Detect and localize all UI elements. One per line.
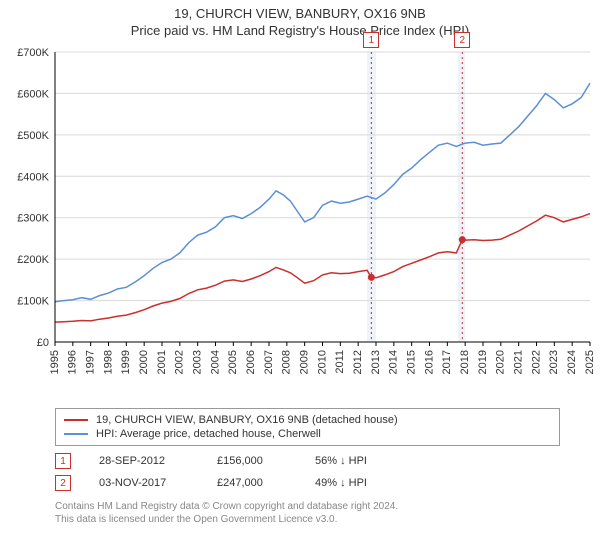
x-tick-label: 2023 [548,350,560,374]
x-tick-label: 2024 [566,350,578,374]
x-tick-label: 2003 [192,350,204,374]
x-tick-label: 2013 [370,350,382,374]
sales-date: 03-NOV-2017 [99,477,189,489]
x-tick-label: 2018 [459,350,471,374]
sale-marker-dot [459,236,466,243]
sales-pct: 56% ↓ HPI [315,455,405,467]
x-tick-label: 2020 [495,350,507,374]
sales-row-badge: 2 [55,475,71,491]
x-tick-label: 2015 [406,350,418,374]
x-tick-label: 2021 [513,350,525,374]
chart-area: £0 £100K £200K £300K £400K £500K £600K £700K 199… [0,42,600,402]
chart-svg: £0 £100K £200K £300K £400K £500K £600K £700K 199… [0,42,600,402]
x-tick-label: 1996 [67,350,79,374]
sales-pct: 49% ↓ HPI [315,477,405,489]
x-tick-label: 1995 [49,350,61,374]
x-tick-label: 2017 [441,350,453,374]
y-tick-label: £700K [17,47,49,59]
x-tick-label: 2022 [530,350,542,374]
x-tick-label: 2016 [423,350,435,374]
legend: 19, CHURCH VIEW, BANBURY, OX16 9NB (deta… [55,408,560,446]
x-tick-label: 2011 [334,350,346,374]
x-tick-label: 2006 [245,350,257,374]
sales-row: 1 28-SEP-2012 £156,000 56% ↓ HPI [55,450,560,472]
sale-marker-dot [368,274,375,281]
sales-price: £156,000 [217,455,287,467]
sales-row-badge: 1 [55,453,71,469]
x-tick-label: 2005 [227,350,239,374]
x-tick-label: 2014 [388,350,400,374]
sales-row: 2 03-NOV-2017 £247,000 49% ↓ HPI [55,472,560,494]
title-sub: Price paid vs. HM Land Registry's House … [0,23,600,38]
footer-attribution: Contains HM Land Registry data © Crown c… [55,500,560,526]
y-tick-label: £200K [17,254,49,266]
y-tick-label: £500K [17,130,49,142]
legend-label: 19, CHURCH VIEW, BANBURY, OX16 9NB (deta… [96,414,398,426]
x-tick-label: 1997 [85,350,97,374]
y-tick-label: £0 [37,337,49,349]
legend-row: HPI: Average price, detached house, Cher… [64,427,551,441]
x-tick-label: 2008 [281,350,293,374]
x-tick-label: 2000 [138,350,150,374]
sales-date: 28-SEP-2012 [99,455,189,467]
sale-marker-badge: 2 [454,32,470,48]
x-tick-label: 2025 [584,350,596,374]
sales-price: £247,000 [217,477,287,489]
x-tick-label: 1998 [102,350,114,374]
x-tick-label: 2007 [263,350,275,374]
x-tick-label: 1999 [120,350,132,374]
title-main: 19, CHURCH VIEW, BANBURY, OX16 9NB [0,6,600,21]
y-tick-label: £400K [17,171,49,183]
legend-row: 19, CHURCH VIEW, BANBURY, OX16 9NB (deta… [64,413,551,427]
x-tick-label: 2002 [174,350,186,374]
legend-swatch [64,433,88,435]
x-tick-label: 2012 [352,350,364,374]
chart-titles: 19, CHURCH VIEW, BANBURY, OX16 9NB Price… [0,0,600,42]
legend-swatch [64,419,88,421]
footer-line-1: Contains HM Land Registry data © Crown c… [55,500,560,513]
y-tick-label: £100K [17,296,49,308]
sale-marker-badge: 1 [363,32,379,48]
x-tick-label: 2004 [209,350,221,374]
legend-label: HPI: Average price, detached house, Cher… [96,428,321,440]
y-tick-label: £300K [17,213,49,225]
footer-line-2: This data is licensed under the Open Gov… [55,513,560,526]
x-tick-label: 2001 [156,350,168,374]
x-tick-label: 2009 [299,350,311,374]
highlight-band [458,52,465,342]
x-tick-label: 2019 [477,350,489,374]
x-tick-label: 2010 [316,350,328,374]
sales-table: 1 28-SEP-2012 £156,000 56% ↓ HPI 2 03-NOV-201… [55,450,560,494]
y-tick-label: £600K [17,88,49,100]
